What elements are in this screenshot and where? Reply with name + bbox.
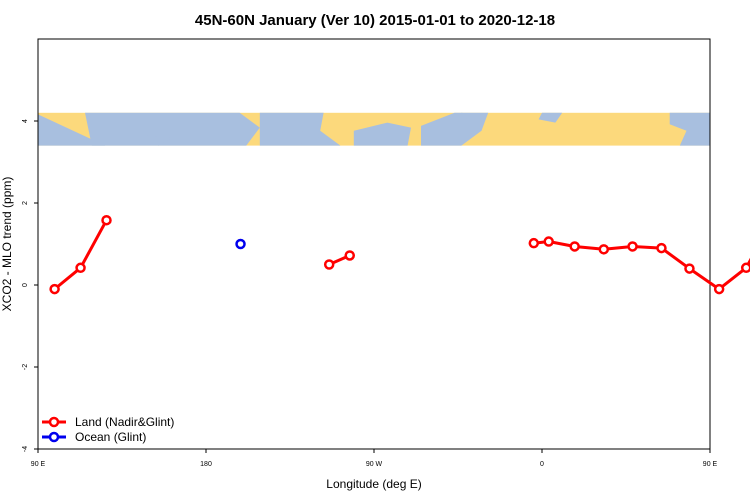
data-point (101, 214, 112, 226)
data-point (740, 262, 750, 274)
legend-swatch-land-marker (48, 416, 60, 428)
map-strip-ocean-6 (538, 112, 563, 123)
data-point (344, 250, 355, 261)
x-axis-label: Longitude (deg E) (326, 477, 421, 491)
data-point (49, 283, 60, 295)
y-axis-label: XCO2 - MLO trend (ppm) (0, 177, 14, 312)
series-layer (49, 214, 750, 295)
map-strip-ocean-3 (353, 122, 411, 146)
series-line (53, 219, 108, 291)
map-strip-ocean-7 (669, 112, 710, 146)
x-tick-label: 90 E (703, 461, 718, 468)
map-strip-ocean-8 (279, 130, 314, 144)
world-map-strip (38, 112, 710, 146)
data-point (656, 242, 667, 254)
y-tick-label: 4 (22, 119, 29, 123)
legend-swatch-ocean-marker (48, 431, 60, 443)
x-tick-label: 90 W (366, 461, 383, 468)
x-tick-label: 0 (540, 461, 544, 468)
legend-label-land: Land (Nadir&Glint) (75, 415, 174, 429)
x-tick-label: 180 (200, 461, 212, 468)
legend-item-land: Land (Nadir&Glint) (42, 415, 174, 429)
data-point (543, 236, 554, 247)
x-axis: 90 E 180 90 W 0 90 E (31, 449, 718, 468)
chart-title: 45N-60N January (Ver 10) 2015-01-01 to 2… (195, 12, 555, 29)
data-point (684, 263, 695, 274)
map-strip-ocean-1 (85, 112, 260, 146)
legend: Land (Nadir&Glint) Ocean (Glint) (42, 415, 174, 444)
data-point (235, 238, 246, 250)
map-strip-ocean-2 (259, 112, 341, 146)
data-point (627, 241, 638, 252)
y-axis: -4 -2 0 2 4 (22, 119, 38, 452)
y-tick-label: 0 (22, 283, 29, 287)
map-strip-ocean-9 (138, 135, 173, 146)
data-point (713, 283, 725, 295)
plot-frame (37, 38, 711, 450)
y-tick-label: 2 (22, 201, 29, 205)
series-0 (49, 214, 750, 295)
data-point (528, 237, 540, 249)
data-point (598, 244, 610, 255)
legend-item-ocean: Ocean (Glint) (42, 430, 146, 444)
x-tick-label: 90 E (31, 461, 46, 468)
map-strip-ocean-4 (421, 112, 489, 146)
y-tick-label: -4 (22, 446, 29, 452)
data-point (569, 241, 580, 252)
map-strip-ocean-0 (38, 114, 106, 146)
data-point (75, 262, 86, 274)
data-point (323, 259, 335, 270)
y-tick-label: -2 (22, 364, 29, 370)
series-1 (235, 238, 246, 250)
legend-label-ocean: Ocean (Glint) (75, 430, 146, 444)
map-strip-ocean-5 (458, 112, 472, 120)
series-line (533, 240, 750, 291)
